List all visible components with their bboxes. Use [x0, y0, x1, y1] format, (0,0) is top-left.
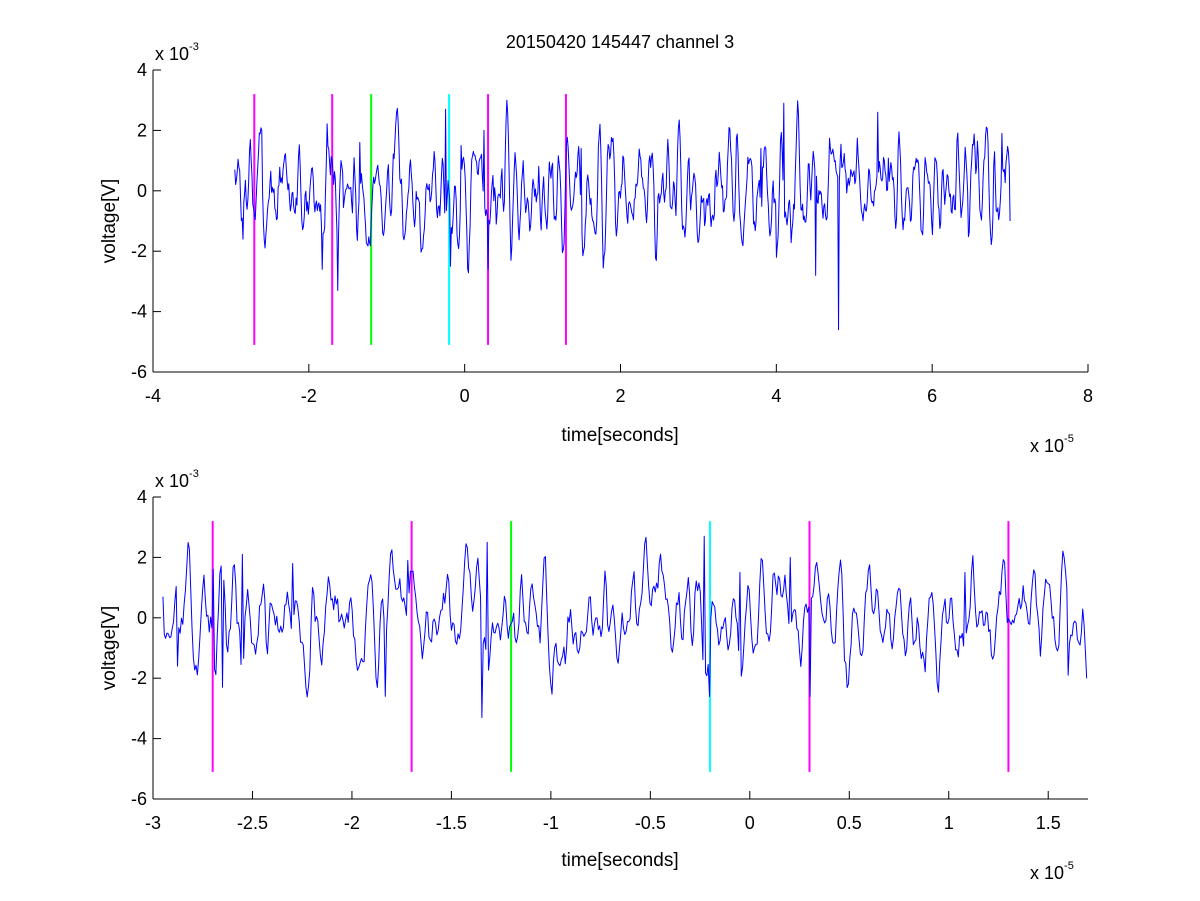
signal-trace: [234, 99, 1011, 331]
svg-text:x 10-3: x 10-3: [155, 41, 199, 64]
x-tick-label: -1: [543, 813, 559, 833]
svg-text:x 10-5: x 10-5: [1030, 860, 1074, 883]
y-ticks: -6 -4 -2 0 2 4: [131, 487, 161, 809]
y-tick-label: -4: [131, 729, 147, 749]
y-tick-label: -2: [131, 241, 147, 261]
x-tick-label: -0.5: [635, 813, 666, 833]
y-exponent-power: -3: [189, 41, 199, 53]
y-tick-label: 4: [137, 487, 147, 507]
x-tick-label: -3: [145, 813, 161, 833]
x-tick-label: -2: [344, 813, 360, 833]
y-exponent-power: -3: [189, 468, 199, 480]
y-ticks: -6 -4 -2 0 2 4: [131, 60, 161, 382]
x-axis-label: time[seconds]: [561, 425, 678, 446]
top-subplot: 20150420 145447 channel 3 x 10-3 x 10-5 …: [99, 32, 1093, 456]
x-tick-label: -2: [301, 386, 317, 406]
x-tick-label: -4: [145, 386, 161, 406]
x-tick-label: 8: [1083, 386, 1093, 406]
x-exponent-power: -5: [1064, 433, 1074, 445]
axes: [152, 497, 1088, 800]
x-exponent-power: -5: [1064, 860, 1074, 872]
signal-trace: [162, 535, 1088, 718]
x-tick-label: 1: [944, 813, 954, 833]
y-tick-label: 2: [137, 547, 147, 567]
svg-text:x 10-5: x 10-5: [1030, 433, 1074, 456]
y-tick-label: 4: [137, 60, 147, 80]
x-exponent-base: x 10: [1030, 863, 1064, 883]
x-tick-label: -2.5: [237, 813, 268, 833]
bottom-subplot: x 10-3 x 10-5 time[seconds] voltage[V] -…: [99, 468, 1088, 883]
y-axis-label: voltage[V]: [99, 179, 120, 264]
x-exponent-label: x 10-5: [1030, 433, 1074, 456]
axes: [152, 70, 1088, 373]
y-exponent-label: x 10-3: [155, 468, 199, 491]
vertical-markers: [253, 94, 567, 345]
y-exponent-base: x 10: [155, 44, 189, 64]
x-ticks: -3 -2.5 -2 -1.5 -1 -0.5 0 0.5 1 1.5: [145, 791, 1061, 833]
x-ticks: -4 -2 0 2 4 6 8: [145, 364, 1093, 406]
x-tick-label: 0: [460, 386, 470, 406]
y-tick-label: -4: [131, 302, 147, 322]
x-axis-label: time[seconds]: [561, 850, 678, 871]
x-tick-label: 2: [615, 386, 625, 406]
x-tick-label: 0: [745, 813, 755, 833]
vertical-markers: [211, 521, 1010, 772]
y-tick-label: 0: [137, 181, 147, 201]
svg-text:x 10-3: x 10-3: [155, 468, 199, 491]
x-tick-label: 4: [771, 386, 781, 406]
x-exponent-base: x 10: [1030, 436, 1064, 456]
x-tick-label: -1.5: [436, 813, 467, 833]
x-tick-label: 1.5: [1036, 813, 1061, 833]
y-exponent-label: x 10-3: [155, 41, 199, 64]
x-tick-label: 0.5: [837, 813, 862, 833]
chart-title: 20150420 145447 channel 3: [506, 32, 734, 52]
y-tick-label: -6: [131, 362, 147, 382]
y-tick-label: -6: [131, 789, 147, 809]
x-exponent-label: x 10-5: [1030, 860, 1074, 883]
y-exponent-base: x 10: [155, 471, 189, 491]
y-axis-label: voltage[V]: [99, 606, 120, 691]
x-tick-label: 6: [927, 386, 937, 406]
signal-line: [162, 535, 1088, 718]
y-tick-label: 0: [137, 608, 147, 628]
signal-line: [234, 99, 1011, 331]
y-tick-label: 2: [137, 120, 147, 140]
y-tick-label: -2: [131, 668, 147, 688]
